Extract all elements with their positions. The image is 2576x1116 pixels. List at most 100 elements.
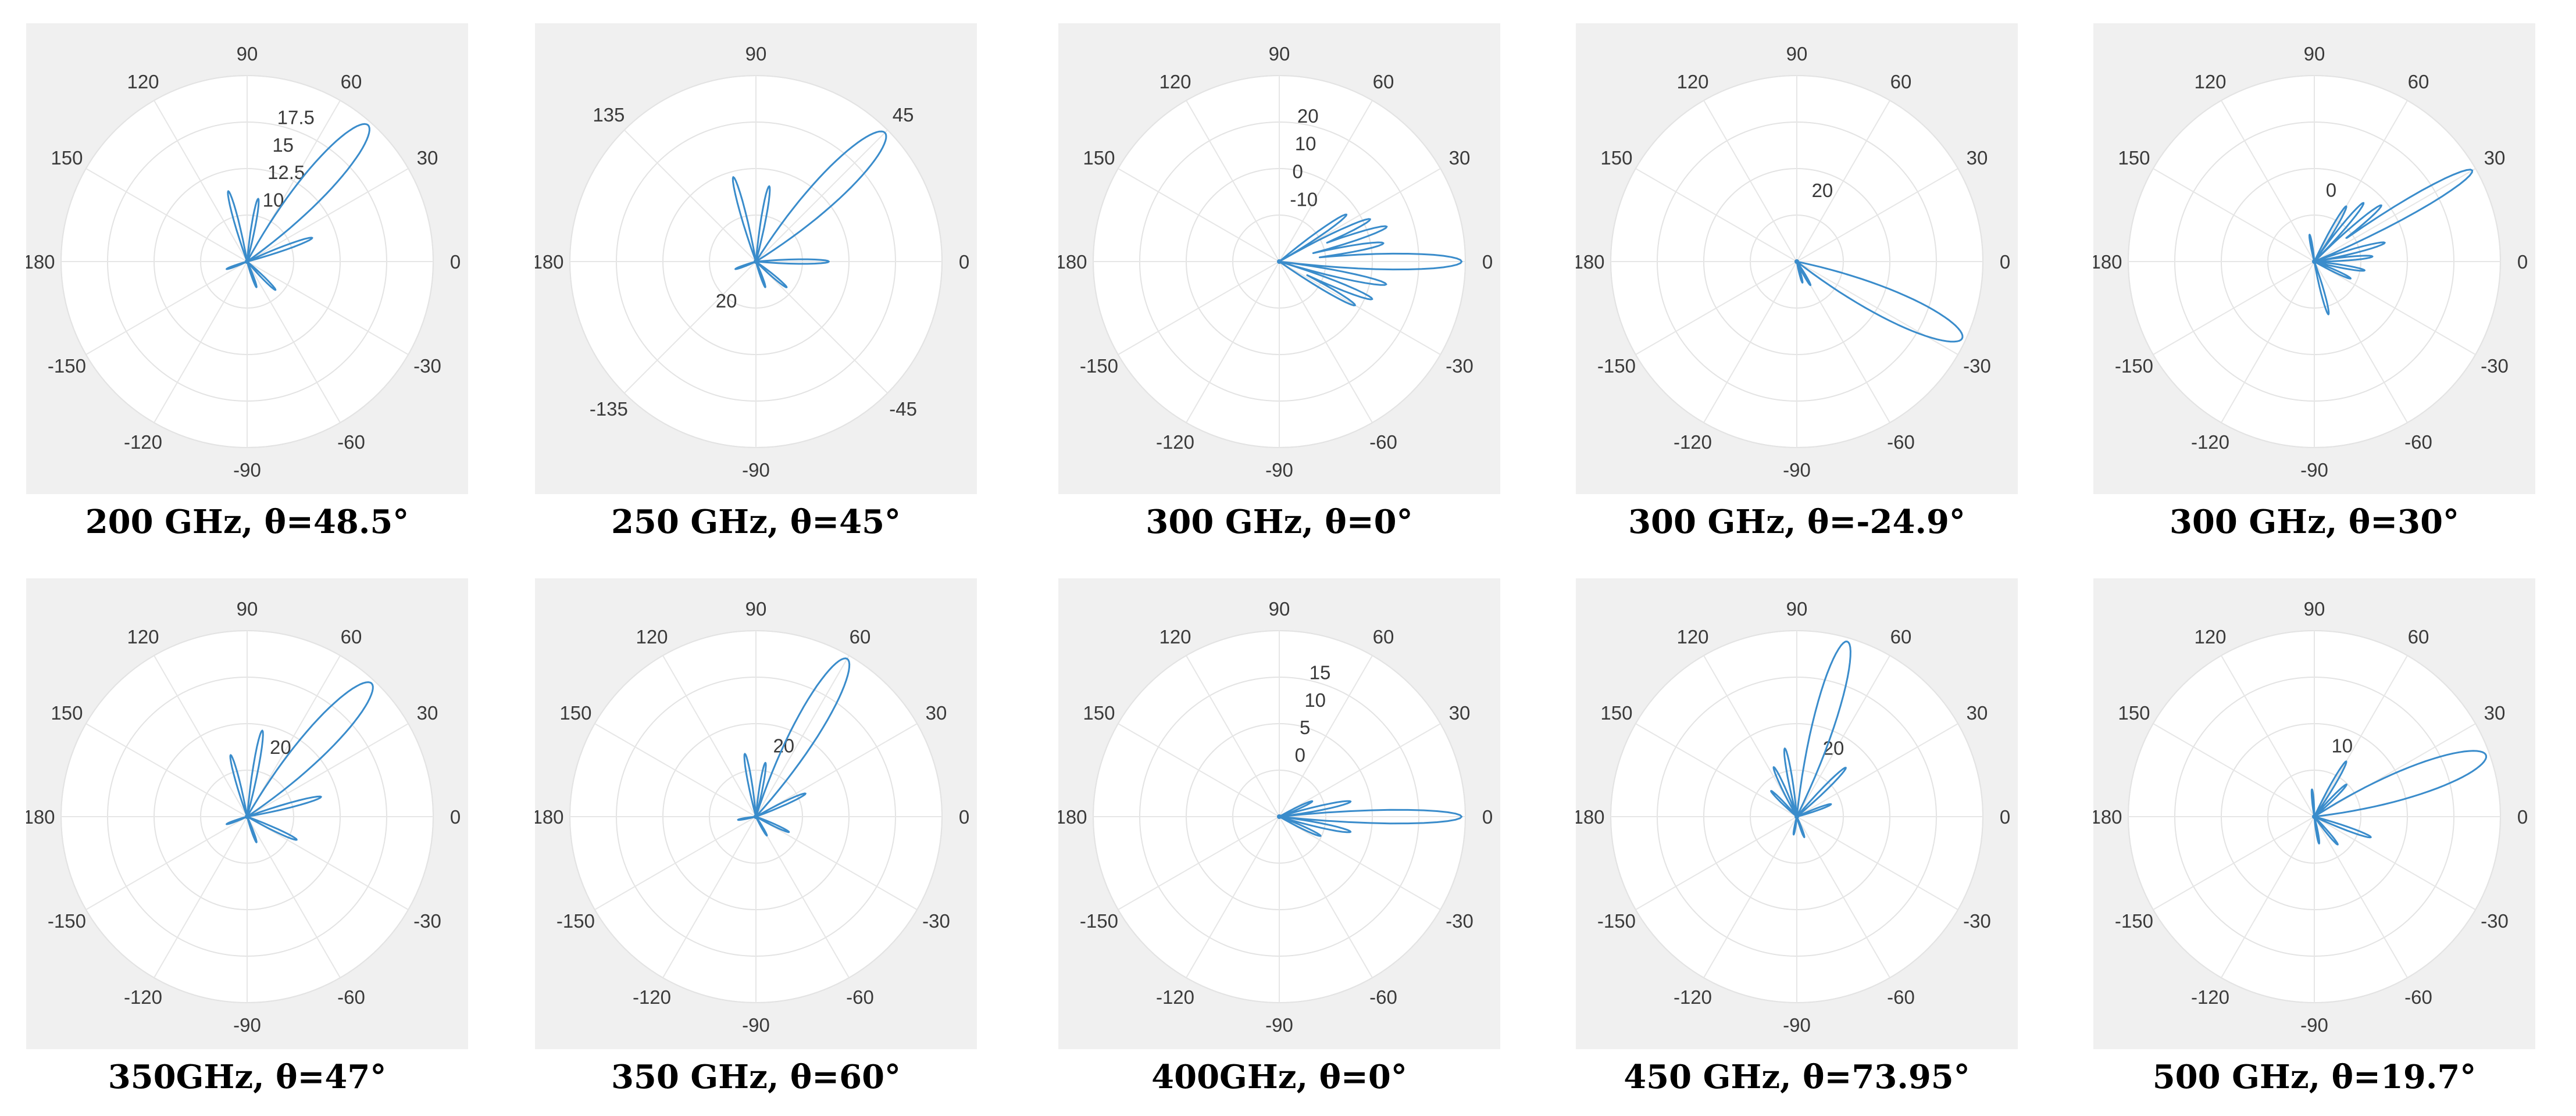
angle-tick-label: 150 (51, 147, 83, 169)
angle-tick-label: 180 (1576, 806, 1605, 828)
angle-tick-label: -90 (742, 1014, 770, 1036)
angle-tick-label: -60 (2404, 431, 2432, 453)
origin-marker (1794, 259, 1799, 264)
angle-tick-label: 30 (1967, 702, 1988, 724)
angle-tick-label: 120 (2194, 71, 2226, 92)
plot-caption: 200 GHz, θ=48.5° (85, 503, 409, 541)
angle-tick-label: -150 (1080, 910, 1118, 932)
polar-spoke (2221, 261, 2315, 423)
angle-tick-label: -120 (633, 986, 671, 1008)
polar-spoke (755, 816, 850, 978)
angle-tick-label: -150 (2115, 910, 2153, 932)
angle-tick-label: -90 (2300, 1014, 2328, 1036)
angle-tick-label: -60 (846, 986, 874, 1008)
radial-tick-label: 20 (716, 290, 737, 312)
polar-spoke (1796, 816, 1890, 978)
polar-spoke (1186, 655, 1280, 817)
angle-tick-label: -60 (1887, 431, 1915, 453)
polar-spoke (85, 816, 248, 910)
plot-caption: 500 GHz, θ=19.7° (2152, 1058, 2477, 1096)
angle-tick-label: 180 (1058, 806, 1087, 828)
angle-tick-label: -30 (1963, 355, 1991, 377)
polar-plot-panel: 90 60 30 0 -30 -60 -90 -120 -150 180 150 120 20 300 … (1576, 23, 2018, 543)
polar-plot-panel: 90 60 30 0 -30 -60 -90 -120 -150 180 150 120 10 500 … (2093, 578, 2535, 1099)
angle-tick-label: 180 (26, 806, 55, 828)
polar-spoke (1118, 261, 1280, 355)
origin-marker (754, 814, 758, 819)
plot-caption: 350 GHz, θ=60° (611, 1058, 901, 1096)
angle-tick-label: -60 (1369, 986, 1397, 1008)
angle-tick-label: -120 (124, 431, 162, 453)
angle-tick-label: 135 (593, 104, 625, 126)
angle-tick-label: 180 (1058, 251, 1087, 273)
radiation-pattern-series (732, 130, 887, 288)
polar-spoke (1279, 261, 1373, 423)
radial-tick-label: 20 (1812, 180, 1833, 201)
polar-spoke (2314, 100, 2408, 262)
angle-tick-label: -120 (2191, 986, 2229, 1008)
angle-tick-label: 60 (2408, 626, 2429, 648)
polar-spoke (1118, 723, 1280, 817)
origin-marker (1794, 814, 1799, 819)
angle-tick-label: 60 (2408, 71, 2429, 92)
angle-tick-label: 0 (2000, 806, 2010, 828)
angle-tick-label: 90 (2304, 43, 2325, 65)
polar-spoke (154, 100, 248, 262)
plot-area: 90 60 30 0 -30 -60 -90 -120 -150 180 150 120 0 (2093, 23, 2535, 494)
polar-spoke (1796, 723, 1958, 817)
angle-tick-label: 30 (1449, 147, 1471, 169)
polar-spoke (1118, 168, 1280, 262)
plot-caption: 300 GHz, θ=30° (2169, 503, 2460, 541)
angle-tick-label: 0 (450, 806, 461, 828)
polar-plot-panel: 90 60 30 0 -30 -60 -90 -120 -150 180 150 120 20 350 … (535, 578, 977, 1099)
radiation-pattern-series (1278, 213, 1463, 306)
angle-tick-label: 0 (2000, 251, 2010, 273)
plot-area: 90 60 30 0 -30 -60 -90 -120 -150 180 150 120 20 (26, 578, 468, 1049)
angle-tick-label: 180 (26, 251, 55, 273)
angle-tick-label: -60 (2404, 986, 2432, 1008)
angle-tick-label: 90 (745, 598, 767, 620)
angle-tick-label: -150 (1597, 910, 1636, 932)
angle-tick-label: -90 (1783, 1014, 1811, 1036)
angle-tick-label: -90 (1783, 459, 1811, 481)
angle-tick-label: 90 (745, 43, 767, 65)
polar-spoke (755, 130, 888, 262)
polar-spoke (247, 816, 341, 978)
angle-tick-label: 90 (1269, 43, 1290, 65)
angle-tick-label: -60 (337, 431, 365, 453)
polar-spoke (2153, 168, 2315, 262)
angle-tick-label: -90 (1265, 1014, 1293, 1036)
angle-tick-label: -90 (2300, 459, 2328, 481)
polar-spoke (755, 816, 918, 910)
polar-spoke (1279, 100, 1373, 262)
origin-marker (754, 259, 758, 264)
polar-spoke (624, 130, 757, 262)
angle-tick-label: 90 (2304, 598, 2325, 620)
angle-tick-label: 150 (1600, 147, 1632, 169)
plot-area: 90 60 30 0 -30 -60 -90 -120 -150 180 150 120 -10 0 10 2… (1058, 23, 1500, 494)
polar-spoke (85, 723, 248, 817)
angle-tick-label: -60 (337, 986, 365, 1008)
angle-tick-label: 30 (1449, 702, 1471, 724)
polar-plot-panel: 90 60 30 0 -30 -60 -90 -120 -150 180 150 120 20 350G… (26, 578, 468, 1099)
polar-spoke (154, 655, 248, 817)
angle-tick-label: 150 (1600, 702, 1632, 724)
polar-spoke (1796, 816, 1958, 910)
angle-tick-label: -120 (124, 986, 162, 1008)
polar-spoke (2314, 816, 2476, 910)
angle-tick-label: 0 (450, 251, 461, 273)
radial-tick-label: 5 (1300, 717, 1310, 738)
polar-plot-panel: 90 60 30 0 -30 -60 -90 -120 -150 180 150 120 -10 0 10 2… (1058, 23, 1500, 543)
polar-spoke (1635, 816, 1797, 910)
polar-spoke (1796, 100, 1890, 262)
polar-spoke (2153, 816, 2315, 910)
polar-chart-svg: 90 60 30 0 -30 -60 -90 -120 -150 180 150 120 10 (2093, 598, 2528, 1036)
angle-tick-label: 90 (237, 43, 258, 65)
polar-spoke (594, 816, 757, 910)
plot-caption: 300 GHz, θ=-24.9° (1628, 503, 1965, 541)
radial-tick-label: 10 (1304, 689, 1326, 711)
polar-spoke (1796, 261, 1958, 355)
polar-spoke (1118, 816, 1280, 910)
